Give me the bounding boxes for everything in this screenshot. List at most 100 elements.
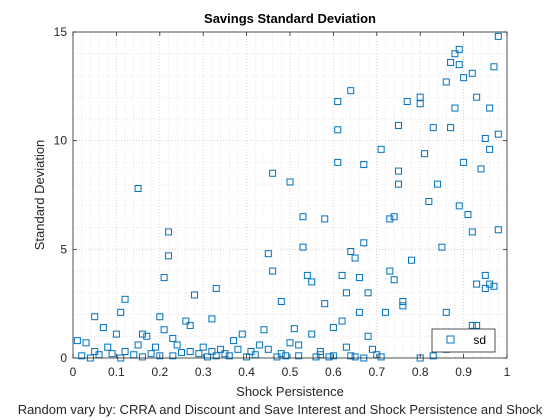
data-point	[164, 252, 172, 260]
data-point	[395, 180, 402, 188]
data-point	[377, 353, 385, 361]
data-point	[112, 330, 120, 338]
data-point	[308, 278, 316, 286]
data-point	[442, 78, 450, 86]
data-point	[460, 158, 468, 166]
x-tick-label: 0.3	[195, 365, 212, 379]
data-point	[299, 243, 307, 251]
data-point	[182, 317, 190, 325]
data-point	[117, 308, 125, 316]
data-point	[429, 352, 437, 360]
y-tick-label: 0	[60, 351, 67, 365]
data-point	[178, 349, 185, 357]
data-point	[230, 337, 238, 345]
data-point	[347, 248, 355, 256]
data-point	[451, 104, 459, 112]
data-point	[347, 352, 355, 360]
data-point	[147, 350, 155, 358]
data-point	[477, 165, 485, 173]
data-point	[108, 350, 116, 358]
data-point	[204, 353, 212, 361]
data-point	[264, 250, 272, 258]
data-point	[164, 228, 172, 236]
data-point	[321, 300, 329, 308]
x-tick-label: 0.4	[238, 365, 255, 379]
data-point	[473, 93, 481, 101]
data-point	[377, 145, 385, 153]
data-point	[403, 98, 411, 106]
data-point	[399, 302, 407, 310]
y-tick-labels: 0 5 10 15	[54, 25, 68, 365]
data-point	[295, 341, 303, 349]
data-point	[395, 167, 402, 175]
x-axis-label: Shock Persistence	[236, 384, 344, 399]
x-tick-label: 0.9	[455, 365, 472, 379]
data-point	[277, 297, 285, 305]
y-tick-label: 10	[54, 134, 68, 148]
x-tick-label: 0.8	[412, 365, 429, 379]
data-point	[138, 330, 146, 338]
data-point	[277, 350, 285, 358]
data-point	[134, 341, 142, 349]
data-point	[225, 352, 233, 360]
data-point	[243, 353, 251, 361]
data-point	[217, 345, 225, 353]
data-point	[486, 280, 494, 288]
data-point	[303, 271, 311, 279]
data-point	[212, 352, 220, 360]
data-point	[338, 271, 346, 279]
x-tick-label: 0	[70, 365, 77, 379]
data-point	[286, 339, 294, 347]
x-tick-label: 0.1	[108, 365, 125, 379]
data-point	[151, 343, 159, 351]
data-point	[138, 353, 146, 361]
data-point	[342, 343, 350, 351]
data-point	[282, 352, 290, 360]
x-tick-labels: 0 0.1 0.2 0.3 0.4 0.5 0.6 0.7 0.8 0.9 1	[70, 365, 511, 379]
x-tick-label: 0.7	[368, 365, 385, 379]
data-point	[455, 45, 463, 53]
legend-marker	[446, 335, 455, 344]
data-point	[78, 352, 86, 360]
data-point	[434, 180, 442, 188]
data-point	[82, 339, 90, 347]
data-point	[390, 276, 398, 284]
data-point	[451, 50, 459, 58]
data-point	[473, 280, 481, 288]
data-point	[212, 284, 220, 292]
data-point	[186, 347, 194, 355]
data-point	[494, 226, 502, 234]
legend-box	[431, 328, 496, 353]
y-tick-label: 15	[54, 25, 68, 39]
data-point	[468, 69, 476, 77]
data-point	[334, 98, 342, 106]
data-point	[386, 215, 394, 223]
data-point	[234, 345, 242, 353]
data-point	[364, 289, 372, 297]
data-point	[494, 32, 502, 40]
y-tick-label: 5	[60, 242, 67, 256]
data-point	[342, 289, 350, 297]
data-point	[429, 124, 437, 132]
data-point	[447, 124, 455, 132]
data-point	[351, 353, 359, 361]
data-point	[99, 324, 107, 332]
data-point	[447, 58, 455, 66]
data-point	[421, 150, 429, 158]
data-point	[160, 274, 168, 282]
axis-ticks	[72, 31, 508, 359]
data-point	[395, 121, 402, 129]
legend-label: sd	[473, 333, 486, 347]
data-point	[169, 334, 177, 342]
data-point	[416, 100, 424, 108]
data-point	[156, 352, 164, 360]
x-tick-label: 0.6	[325, 365, 342, 379]
data-point	[286, 178, 294, 186]
data-point	[481, 271, 489, 279]
data-point	[399, 297, 407, 305]
data-point	[481, 284, 489, 292]
data-point	[408, 256, 416, 264]
data-point	[195, 350, 203, 358]
data-point	[256, 341, 264, 349]
